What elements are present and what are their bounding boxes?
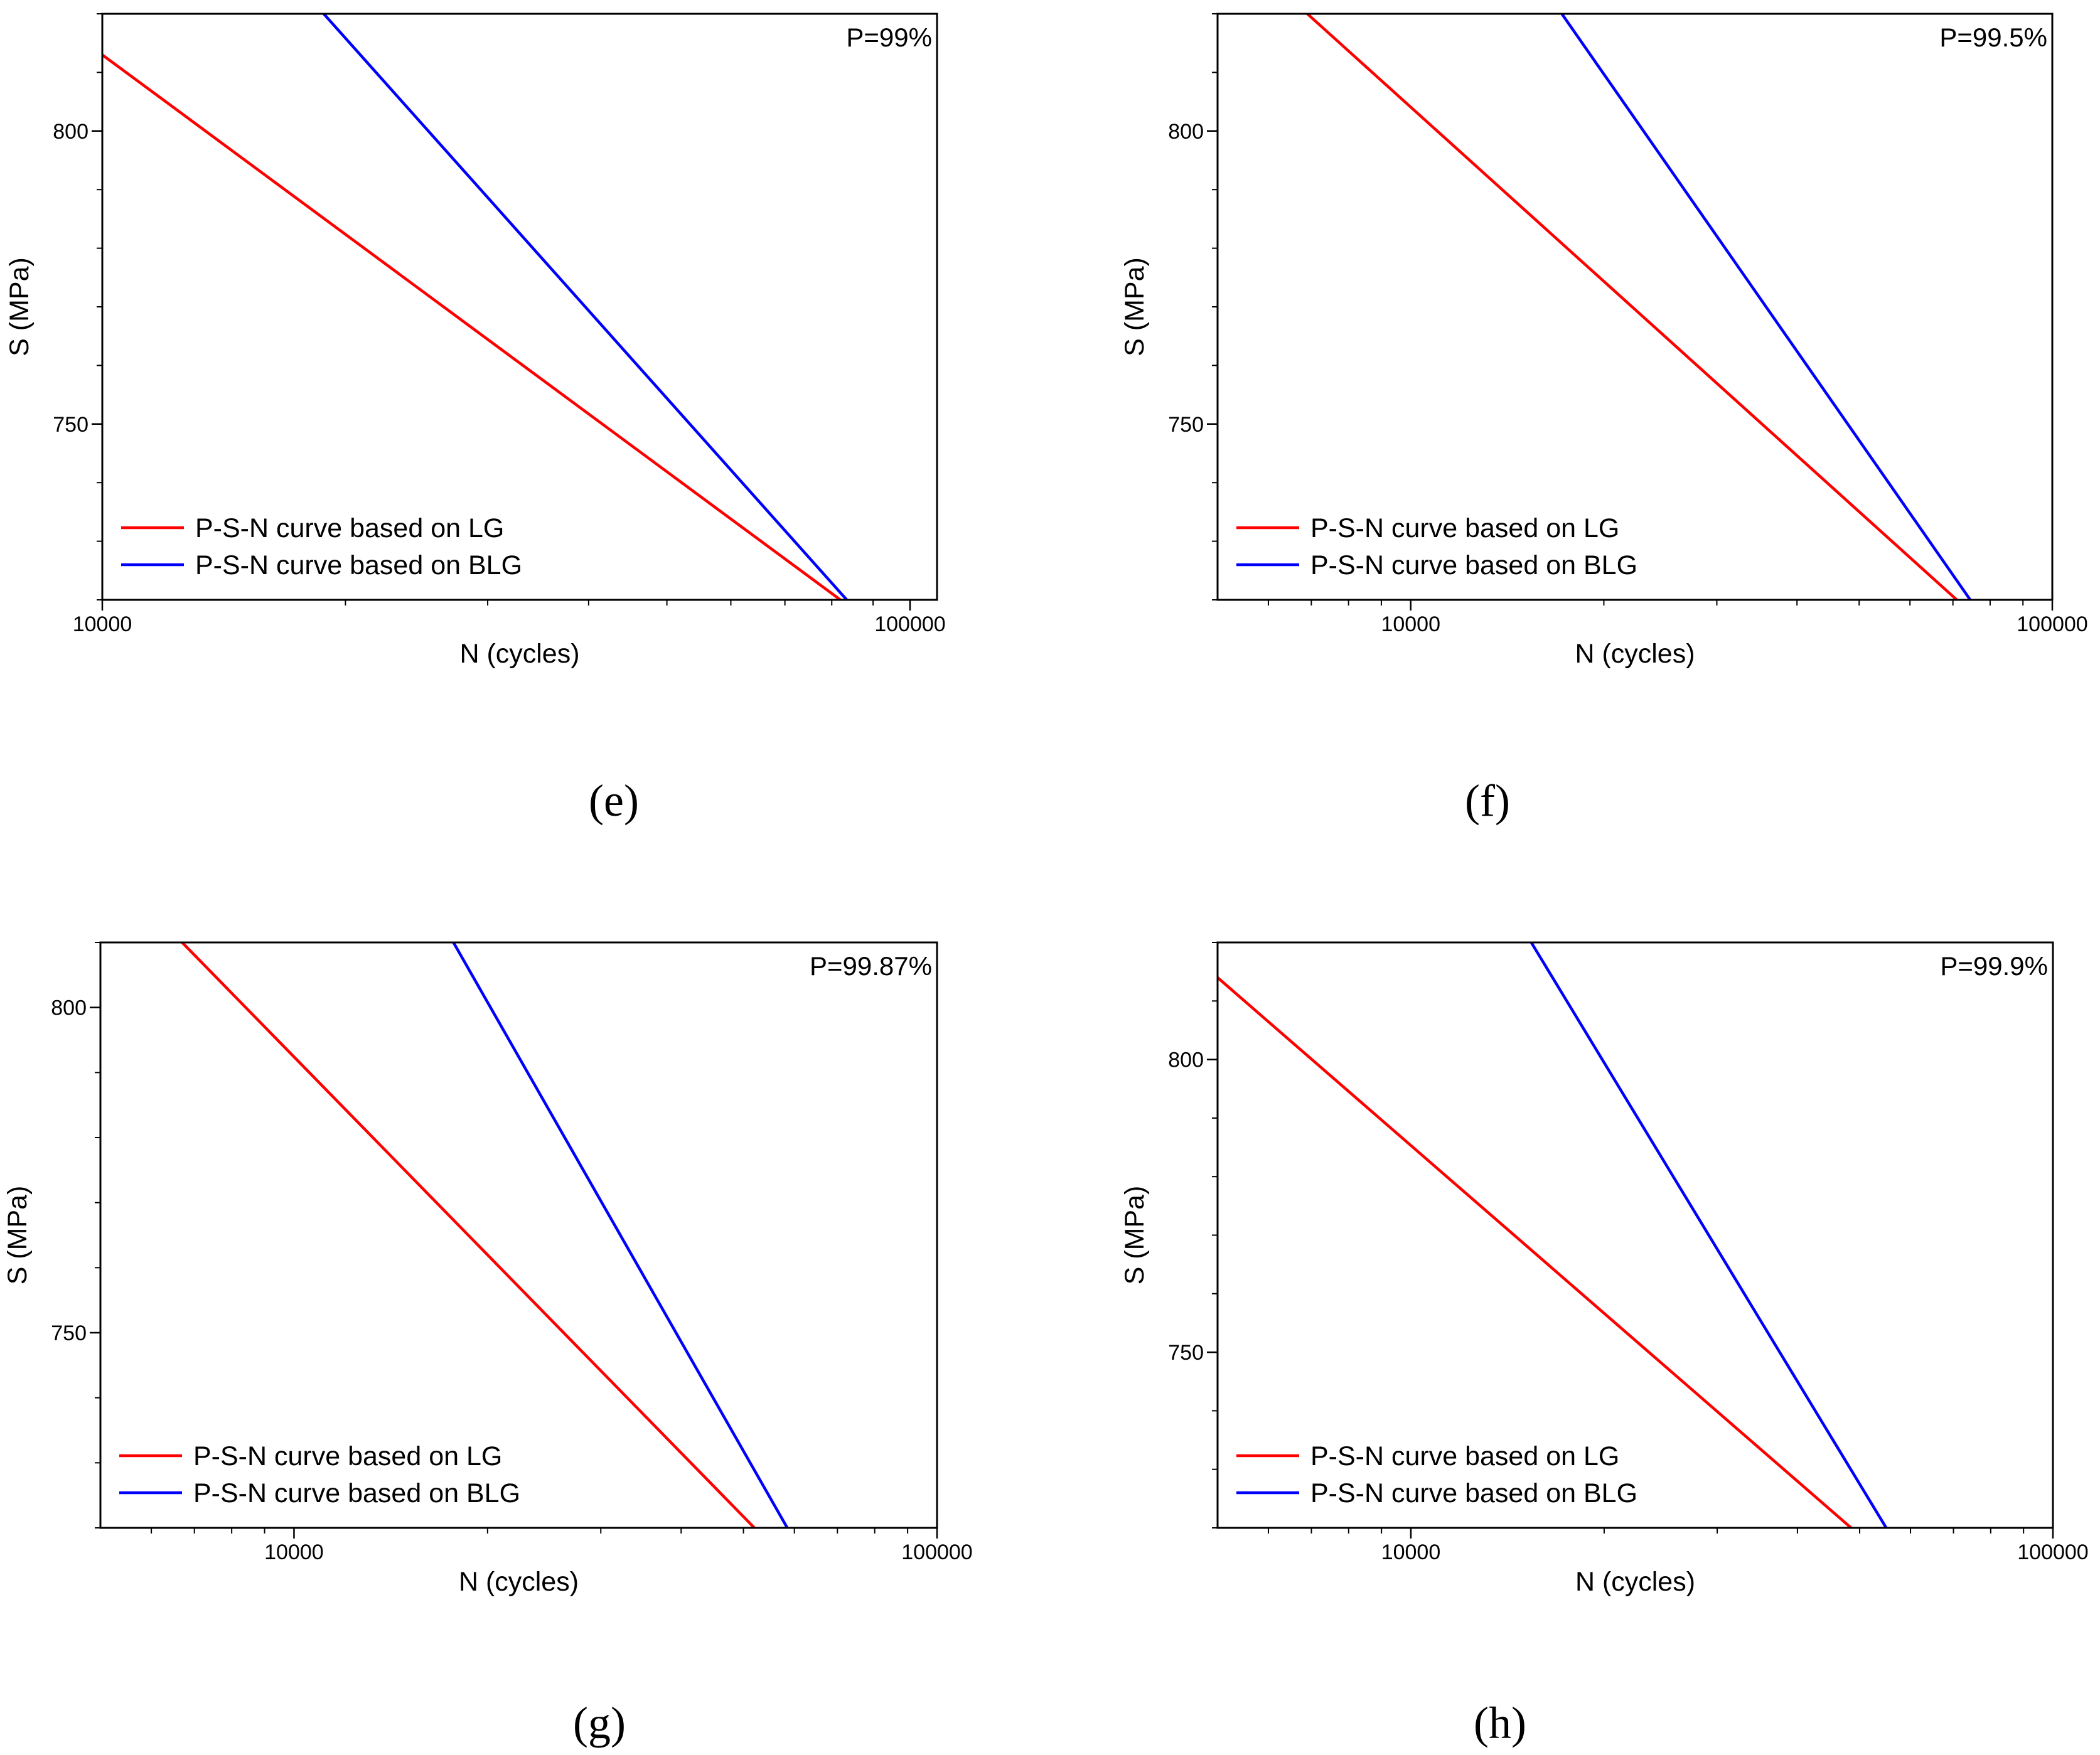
x-axis-title: N (cycles) xyxy=(459,639,579,669)
y-tick-label: 800 xyxy=(1168,120,1204,144)
plot-frame xyxy=(1216,13,2054,601)
panel-caption: (f) xyxy=(1465,776,1510,826)
y-tick-label: 800 xyxy=(51,996,87,1020)
y-axis-title: S (MPa) xyxy=(3,1186,33,1285)
legend-label: P-S-N curve based on BLG xyxy=(1310,1478,1637,1508)
y-tick-label: 750 xyxy=(53,413,88,437)
x-tick-label: 100000 xyxy=(2017,1540,2088,1564)
series-line-lg xyxy=(102,53,842,600)
x-axis-title: N (cycles) xyxy=(1575,639,1695,669)
x-tick-label: 100000 xyxy=(874,612,945,636)
probability-annotation: P=99% xyxy=(846,23,932,52)
x-axis-title: N (cycles) xyxy=(1575,1567,1695,1597)
legend-label: P-S-N curve based on LG xyxy=(1310,1441,1619,1471)
x-tick-label: 10000 xyxy=(73,612,132,636)
y-tick-label: 750 xyxy=(51,1321,87,1345)
probability-annotation: P=99.9% xyxy=(1940,951,2048,981)
legend-label: P-S-N curve based on BLG xyxy=(193,1478,520,1508)
y-tick-label: 800 xyxy=(53,120,88,144)
plot-frame xyxy=(101,13,938,601)
series-line-lg xyxy=(1218,976,1852,1528)
y-tick-label: 750 xyxy=(1168,1341,1204,1365)
x-axis-title: N (cycles) xyxy=(459,1567,579,1597)
series-line-lg xyxy=(181,942,756,1528)
y-axis-title: S (MPa) xyxy=(1120,257,1150,356)
series-line-blg xyxy=(323,14,848,600)
x-tick-label: 10000 xyxy=(264,1540,324,1564)
x-tick-label: 10000 xyxy=(1381,612,1440,636)
y-axis-title: S (MPa) xyxy=(1120,1186,1150,1285)
x-tick-label: 100000 xyxy=(2017,612,2087,636)
legend-label: P-S-N curve based on LG xyxy=(193,1441,502,1471)
x-tick-label: 100000 xyxy=(901,1540,972,1564)
legend-label: P-S-N curve based on LG xyxy=(195,513,504,543)
y-tick-label: 800 xyxy=(1168,1048,1204,1072)
y-axis-title: S (MPa) xyxy=(4,257,35,356)
series-line-lg xyxy=(1306,14,1958,600)
series-line-blg xyxy=(452,942,789,1528)
probability-annotation: P=99.87% xyxy=(810,951,932,981)
chart-panel: 750 800 10000 100000 P=99.87% P-S-N curve bas… xyxy=(3,941,973,1748)
series-line-blg xyxy=(1560,14,1972,600)
panel-caption: (e) xyxy=(589,776,639,826)
plot-frame xyxy=(99,941,938,1529)
legend-label: P-S-N curve based on BLG xyxy=(195,550,522,580)
series-line-blg xyxy=(1529,942,1888,1528)
chart-panel: 750 800 10000 100000 P=99% P-S-N curve based … xyxy=(4,13,946,826)
x-tick-label: 10000 xyxy=(1381,1540,1441,1564)
chart-panel: 750 800 10000 100000 P=99.9% P-S-N curve base… xyxy=(1120,941,2089,1748)
panel-caption: (g) xyxy=(573,1698,626,1748)
probability-annotation: P=99.5% xyxy=(1939,23,2047,52)
legend-label: P-S-N curve based on BLG xyxy=(1310,550,1637,580)
panel-caption: (h) xyxy=(1474,1698,1526,1748)
y-tick-label: 750 xyxy=(1168,413,1204,437)
legend-label: P-S-N curve based on LG xyxy=(1310,513,1619,543)
chart-panel: 750 800 10000 100000 P=99.5% P-S-N curve base… xyxy=(1120,13,2088,826)
plot-frame xyxy=(1216,941,2054,1529)
